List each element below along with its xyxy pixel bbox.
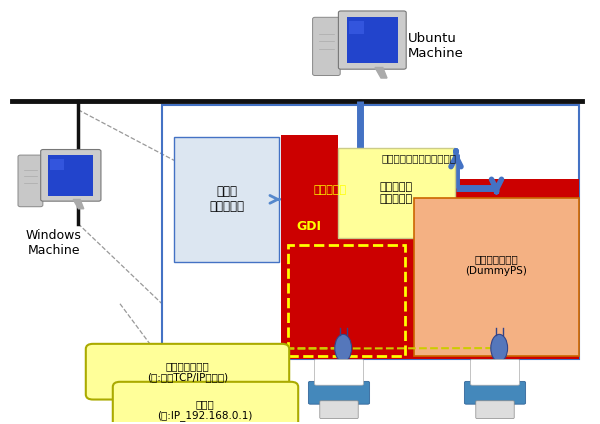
- Bar: [338, 148, 455, 238]
- FancyBboxPatch shape: [50, 159, 64, 170]
- Polygon shape: [73, 199, 84, 209]
- Text: GDI: GDI: [297, 220, 322, 233]
- Text: プリントキュー
(DummyPS): プリントキュー (DummyPS): [466, 254, 527, 276]
- FancyBboxPatch shape: [86, 344, 289, 399]
- Text: プリンター
ドライバー: プリンター ドライバー: [380, 182, 413, 204]
- FancyBboxPatch shape: [349, 21, 364, 34]
- Bar: [414, 198, 579, 357]
- Bar: [288, 245, 405, 357]
- Bar: [162, 106, 579, 359]
- Bar: [281, 135, 338, 327]
- Text: 共有プリンターへのデータ: 共有プリンターへのデータ: [381, 153, 456, 163]
- FancyBboxPatch shape: [338, 11, 406, 69]
- FancyBboxPatch shape: [18, 155, 43, 207]
- Bar: [174, 137, 279, 262]
- Bar: [281, 179, 579, 359]
- FancyBboxPatch shape: [313, 17, 340, 75]
- FancyBboxPatch shape: [464, 381, 526, 404]
- FancyBboxPatch shape: [320, 401, 358, 418]
- FancyBboxPatch shape: [113, 382, 298, 424]
- Text: スプーラー: スプーラー: [314, 185, 347, 195]
- Text: Ubuntu
Machine: Ubuntu Machine: [408, 32, 464, 60]
- Text: ポート
(例:IP_192.168.0.1): ポート (例:IP_192.168.0.1): [158, 399, 253, 421]
- Polygon shape: [375, 67, 387, 78]
- FancyBboxPatch shape: [49, 155, 93, 196]
- FancyBboxPatch shape: [41, 150, 101, 201]
- Text: アプリ
ケーション: アプリ ケーション: [209, 185, 244, 213]
- FancyBboxPatch shape: [314, 360, 364, 385]
- Text: Windows
Machine: Windows Machine: [26, 229, 82, 257]
- FancyBboxPatch shape: [347, 17, 398, 63]
- Ellipse shape: [491, 335, 508, 362]
- FancyBboxPatch shape: [476, 401, 514, 418]
- FancyBboxPatch shape: [308, 381, 370, 404]
- FancyBboxPatch shape: [470, 360, 520, 385]
- Ellipse shape: [335, 335, 352, 362]
- Text: ポートモニター
(例:標準TCP/IPポート): ポートモニター (例:標準TCP/IPポート): [146, 361, 228, 382]
